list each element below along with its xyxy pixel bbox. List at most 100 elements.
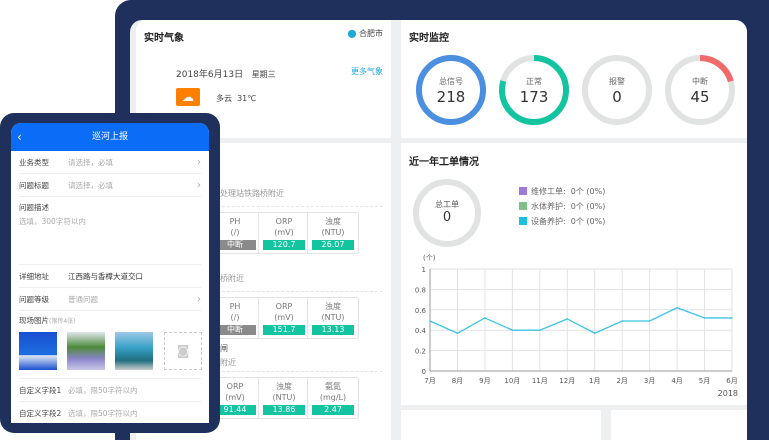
sensor-value: 2.47 [312,405,354,415]
sensor-unit: (NTU) [272,393,296,402]
ring-value: 0 [612,88,622,106]
workorder-title: 近一年工单情况 [409,157,479,168]
data-point [621,320,623,322]
sensor-card[interactable]: 浊度 (NTU) 26.07 [307,212,359,254]
field-label: 现场图片 [19,316,49,325]
legend-value: 0个 (0%) [570,217,606,226]
total-workorder-ring: 总工单 0 [413,179,481,247]
monitor-ring-1[interactable]: 正常 173 [498,54,570,126]
series-line [429,307,732,334]
legend-item: 设备养护: 0个 (0%) [519,216,605,227]
city-selector[interactable]: ⬤ 合肥市 [348,28,384,39]
sensor-card[interactable]: ORP (mV) 120.7 [258,212,310,254]
field-placeholder: 请选择，必填 [68,181,113,190]
field-level[interactable]: 问题等级 普通问题 › [19,288,201,311]
field-label: 问题等级 [19,295,49,304]
ring-label: 报警 [609,77,625,86]
photos-hint: (限传4张) [49,318,76,325]
weather-condition: 多云 [216,94,232,103]
sensor-value: 91.44 [214,405,256,415]
station-subtitle: …附近 [212,358,236,367]
data-point [593,332,596,335]
x-tick-label: 2月 [616,377,627,385]
sensor-unit: (NTU) [321,228,345,237]
field-description[interactable]: 问题描述 选填，300字符以内 [19,197,201,265]
city-name: 合肥市 [359,29,383,38]
data-point [703,317,706,319]
sensor-card[interactable]: ORP (mV) 151.7 [258,297,310,339]
y-tick-label: 0.4 [415,327,427,335]
temperature: 31℃ [237,94,257,103]
back-icon[interactable]: ‹ [17,130,22,144]
sensor-card[interactable]: 氨氮 (mg/L) 2.47 [307,377,359,419]
legend-value: 0个 (0%) [570,202,606,211]
ring-value: 173 [519,88,549,106]
ring-value: 218 [436,88,466,106]
field-label: 业务类型 [19,158,49,167]
more-weather-link[interactable]: 更多气象 [351,67,383,76]
ring-gauge [582,55,652,125]
sensor-name: 浊度 [276,382,292,391]
location-pin-icon: ⬤ [347,29,357,38]
sensor-value: 26.07 [312,240,354,250]
photo-thumbnail[interactable] [19,332,57,370]
sensor-unit: (mg/L) [319,393,347,402]
field-label: 自定义字段1 [19,386,62,395]
sensor-card[interactable]: 浊度 (NTU) 13.13 [307,297,359,339]
monitor-panel: 实时监控 总信号 218 正常 173 报警 0 中断 45 [401,20,747,138]
sensor-unit: (NTU) [321,313,345,322]
monitor-ring-3[interactable]: 中断 45 [664,54,736,126]
legend-label: 维修工单: [531,187,566,196]
x-tick-label: 1月 [589,377,600,385]
field-label: 详细地址 [19,272,49,281]
field-placeholder: 请选择，必填 [68,158,113,167]
x-tick-label: 6月 [726,377,737,385]
x-tick-label: 9月 [479,377,490,385]
photo-thumbnail[interactable] [115,332,153,370]
field-custom-1[interactable]: 自定义字段1 必填，限50字符以内 [19,379,201,402]
sensor-name: 浊度 [325,302,341,311]
bottom-panel-right [611,410,747,440]
sensor-name: ORP [226,382,244,391]
ring-label: 总信号 [439,77,463,86]
field-address[interactable]: 详细地址 江西路与香樟大道交口 [19,265,201,288]
y-tick-label: 1 [422,266,426,274]
weekday: 星期三 [251,70,276,79]
sensor-name: ORP [275,302,293,311]
data-point [566,318,569,320]
sensor-card[interactable]: 浊度 (NTU) 13.86 [258,377,310,419]
field-placeholder: 选填，300字符以内 [19,217,86,226]
sensor-unit: (/) [230,228,240,237]
sensor-name: 浊度 [325,217,341,226]
ring-value: 45 [690,88,710,106]
field-issue-title[interactable]: 问题标题 请选择，必填 › [19,174,201,197]
data-point [731,317,733,319]
chevron-right-icon: › [197,157,201,168]
add-photo-button[interactable]: ◙ [164,332,202,370]
ring-gauge [499,55,569,125]
legend-item: 维修工单: 0个 (0%) [519,186,605,197]
x-tick-label: 8月 [452,377,463,385]
photo-thumbnail[interactable] [67,332,105,370]
sensor-unit: (/) [230,313,240,322]
sensor-value: 中断 [214,325,256,335]
sensor-value: 中断 [214,240,256,250]
station-name: …桥附近 [212,274,244,283]
workorder-line-chart: 0 0.2 0.4 0.6 0.8 1 7月 8月 9月 10月 11月 12月 1月 2月 3月 4月 5月 6… [415,254,738,398]
sensor-name: PH [229,217,241,226]
field-business-type[interactable]: 业务类型 请选择，必填 › [19,151,201,174]
legend-swatch [519,217,527,225]
field-value: 江西路与香樟大道交口 [68,272,143,281]
phone-title: 巡河上报 [91,132,128,142]
ring-label: 中断 [692,77,708,86]
field-custom-2[interactable]: 自定义字段2 选填，限50字符以内 [19,402,201,423]
legend-swatch [519,202,527,210]
monitor-ring-2[interactable]: 报警 0 [581,54,653,126]
weather-title: 实时气象 [144,33,184,44]
sensor-unit: (mV) [225,393,245,402]
field-label: 问题描述 [19,203,49,212]
field-placeholder: 必填，限50字符以内 [68,386,138,395]
total-label: 总工单 [435,200,459,209]
monitor-ring-0[interactable]: 总信号 218 [415,54,487,126]
field-placeholder: 选填，限50字符以内 [68,409,138,418]
